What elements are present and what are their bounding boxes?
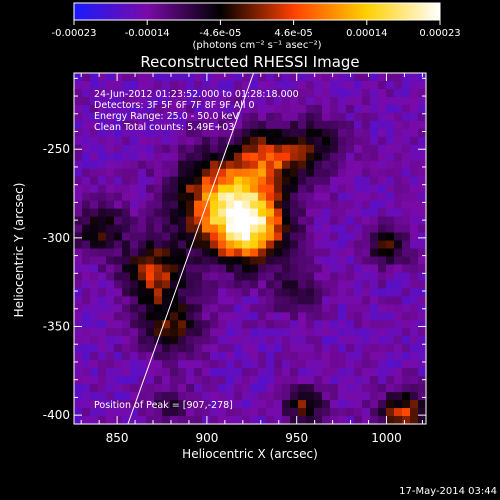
colorbar [73, 2, 441, 21]
y-tick-label: -300 [43, 231, 70, 245]
peak-position-label: Position of Peak = [907,-278] [94, 400, 233, 411]
colorbar-tick-label: -0.00023 [52, 28, 97, 39]
x-axis-label: Heliocentric X (arcsec) [182, 447, 318, 461]
colorbar-ticks: -0.00023 -0.00014 -4.6e-05 4.6e-05 0.00014 0.… [52, 20, 461, 39]
x-tick-label: 900 [195, 431, 218, 445]
x-tick-label: 850 [106, 431, 129, 445]
colorbar-tick-label: -0.00014 [125, 28, 170, 39]
chart-title: Reconstructed RHESSI Image [140, 53, 359, 71]
annotation-line: Energy Range: 25.0 - 50.0 keV [94, 111, 239, 122]
annotation-line: Clean Total counts: 5.49E+03 [94, 122, 234, 133]
y-tick-label: -350 [43, 320, 70, 334]
annotation-line: 24-Jun-2012 01:23:52.000 to 01:28:18.000 [94, 89, 299, 100]
y-tick-label: -400 [43, 408, 70, 422]
colorbar-unit-label: (photons cm⁻² s⁻¹ asec⁻²) [192, 40, 321, 51]
annotations: 24-Jun-2012 01:23:52.000 to 01:28:18.000… [94, 89, 299, 411]
solar-limb-line [127, 72, 255, 425]
colorbar-tick-label: 0.00023 [419, 28, 460, 39]
y-tick-label: -250 [43, 142, 70, 156]
x-tick-label: 1000 [371, 431, 402, 445]
axes: 850 900 950 1000 -250 -300 -350 -400 [43, 73, 426, 445]
plot-frame [73, 72, 427, 425]
colorbar-tick-label: 4.6e-05 [274, 28, 312, 39]
colorbar-tick-label: 0.00014 [346, 28, 387, 39]
annotation-line: Detectors: 3F 5F 6F 7F 8F 9F All 0 [94, 100, 255, 111]
footer-timestamp: 17-May-2014 03:44 [399, 486, 497, 497]
heatmap-image [74, 73, 427, 425]
colorbar-tick-label: -4.6e-05 [199, 28, 241, 39]
y-axis-label: Heliocentric Y (arcsec) [12, 183, 26, 318]
x-tick-label: 950 [285, 431, 308, 445]
